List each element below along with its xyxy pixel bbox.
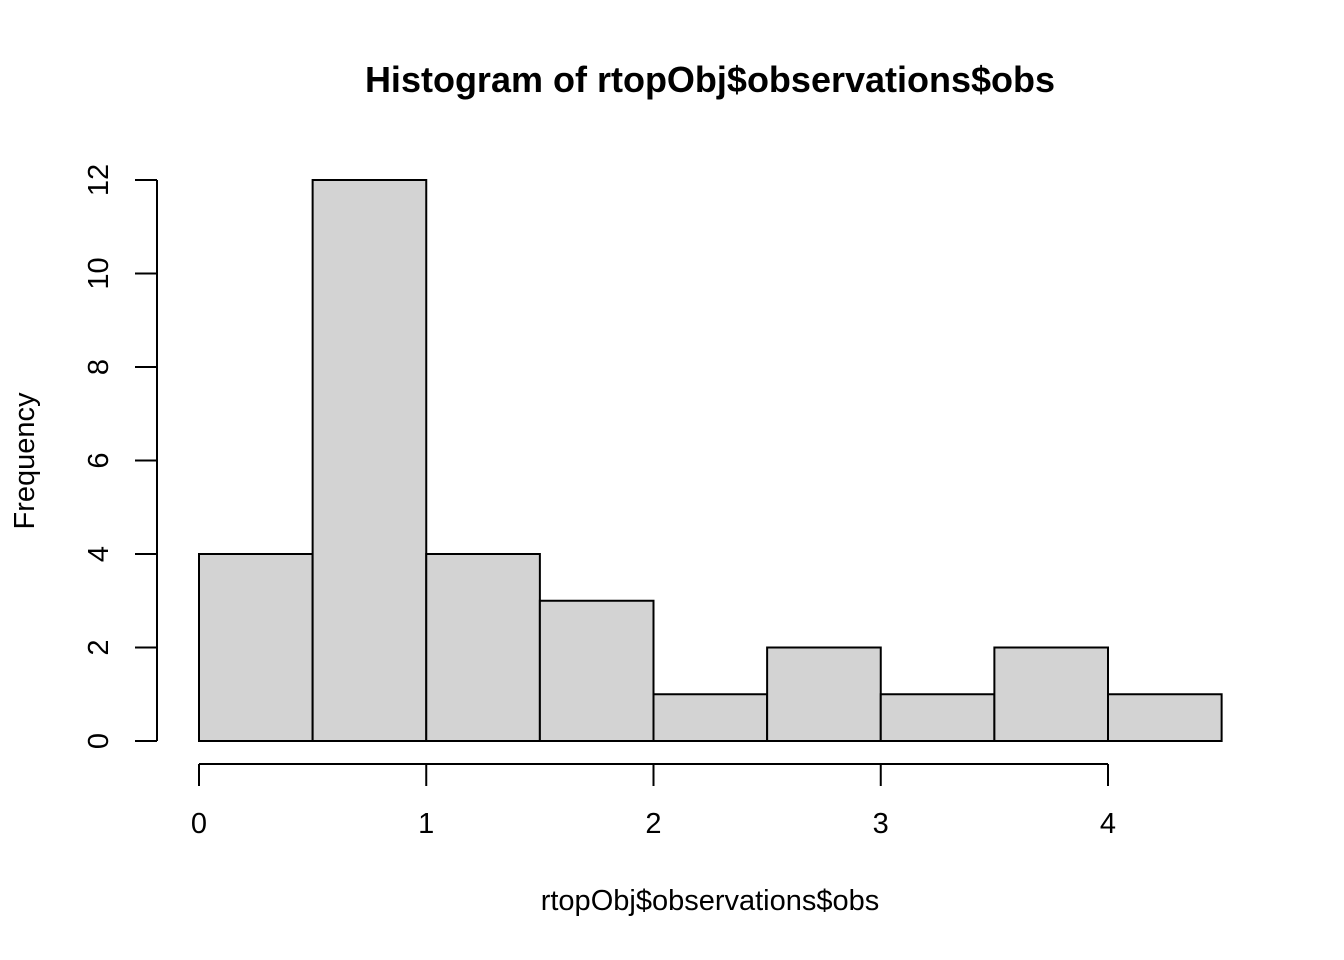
- x-tick-label-1: 1: [418, 808, 434, 840]
- y-tick-label-2: 4: [83, 546, 115, 562]
- histogram-bar-4: [652, 693, 769, 742]
- y-tick-label-5: 10: [83, 257, 115, 289]
- y-axis: 0 2 4 6 8 10 12: [83, 164, 158, 749]
- histogram-bar-7: [993, 646, 1109, 742]
- histogram-bar-3: [538, 599, 655, 742]
- chart-title: Histogram of rtopObj$observations$obs: [365, 59, 1055, 100]
- y-axis-label: Frequency: [9, 392, 41, 530]
- x-axis: 0 1 2 3 4: [191, 763, 1116, 840]
- y-tick-label-0: 0: [83, 733, 115, 749]
- histogram-bar-6: [879, 693, 996, 742]
- x-tick-label-0: 0: [191, 808, 207, 840]
- y-tick-label-3: 6: [83, 452, 115, 468]
- x-tick-label-2: 2: [645, 808, 661, 840]
- y-tick-label-4: 8: [83, 359, 115, 375]
- x-tick-label-3: 3: [873, 808, 889, 840]
- histogram-bar-1: [311, 179, 428, 742]
- histogram-bar-8: [1107, 693, 1223, 742]
- histogram-bar-5: [766, 646, 882, 742]
- x-axis-label: rtopObj$observations$obs: [541, 885, 880, 917]
- bars-group: [198, 179, 1223, 742]
- histogram-bar-0: [198, 553, 314, 742]
- y-tick-label-1: 2: [83, 639, 115, 655]
- x-tick-label-4: 4: [1100, 808, 1116, 840]
- histogram-bar-2: [425, 553, 541, 742]
- y-tick-label-6: 12: [83, 164, 115, 196]
